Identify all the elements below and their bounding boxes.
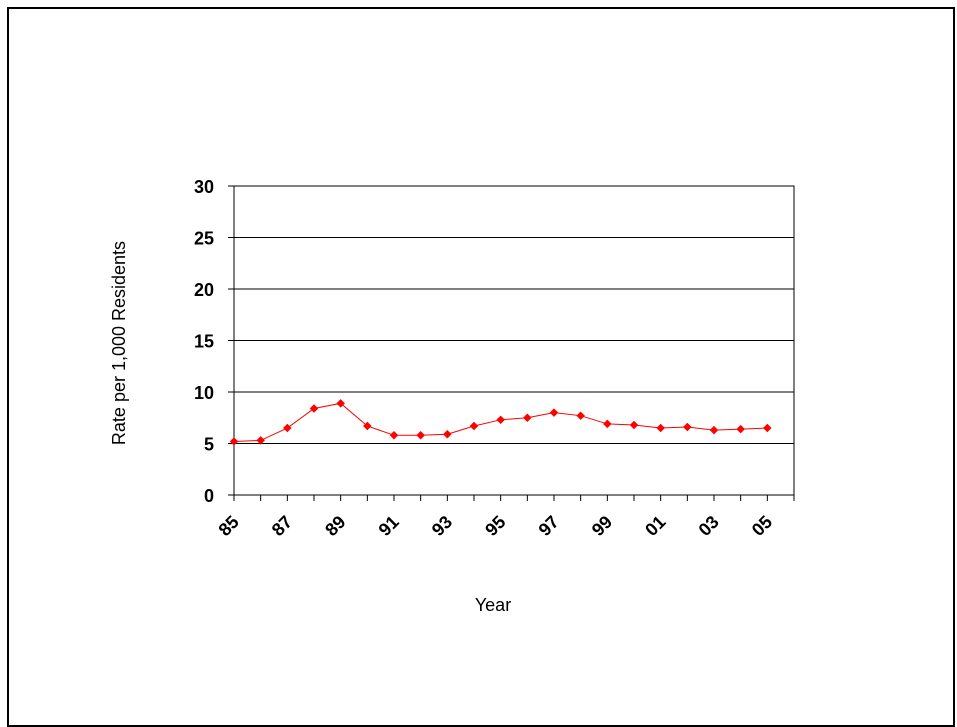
data-point xyxy=(523,413,532,422)
data-point xyxy=(656,423,665,433)
x-tick-label: 93 xyxy=(428,512,456,540)
data-point xyxy=(469,421,479,431)
series-group xyxy=(229,399,772,446)
data-point xyxy=(683,422,692,432)
x-tick-label: 03 xyxy=(695,512,723,540)
x-tick-label: 91 xyxy=(375,512,403,540)
y-tick-label: 5 xyxy=(204,435,214,455)
y-tick-label: 25 xyxy=(194,229,214,249)
y-axis-label: Rate per 1,000 Residents xyxy=(109,241,129,445)
x-tick-label: 95 xyxy=(481,512,509,540)
y-tick-label: 15 xyxy=(194,332,214,352)
x-tick-label: 85 xyxy=(215,512,243,540)
x-tick-label: 99 xyxy=(588,512,616,540)
data-point xyxy=(496,415,505,425)
data-point xyxy=(763,423,772,433)
data-point xyxy=(629,420,639,430)
y-tick-label: 10 xyxy=(194,383,214,403)
data-point xyxy=(363,421,372,431)
y-tick-label: 30 xyxy=(194,177,214,197)
data-point xyxy=(709,425,719,435)
data-point xyxy=(283,423,292,433)
data-point xyxy=(416,431,425,440)
data-point xyxy=(256,436,265,445)
data-point xyxy=(549,408,559,417)
x-tick-label: 05 xyxy=(748,512,776,540)
x-axis-ticks: 85 87 89 91 93 95 97 99 01 03 05 xyxy=(215,495,795,540)
x-axis-label: Year xyxy=(475,595,511,615)
data-point xyxy=(443,429,452,439)
y-tick-label: 20 xyxy=(194,280,214,300)
x-tick-label: 01 xyxy=(641,512,669,540)
x-tick-label: 87 xyxy=(268,512,296,540)
data-point xyxy=(309,404,319,413)
data-point xyxy=(603,419,612,429)
x-tick-label: 89 xyxy=(321,512,349,540)
data-point xyxy=(389,431,399,440)
y-tick-label: 0 xyxy=(204,486,214,506)
data-point xyxy=(576,411,585,420)
x-tick-label: 97 xyxy=(535,512,563,540)
gridlines xyxy=(234,237,794,444)
data-point xyxy=(736,424,745,434)
data-point xyxy=(229,437,239,446)
data-point xyxy=(336,399,345,408)
y-axis-ticks: 0 5 10 15 20 25 30 xyxy=(194,177,234,506)
